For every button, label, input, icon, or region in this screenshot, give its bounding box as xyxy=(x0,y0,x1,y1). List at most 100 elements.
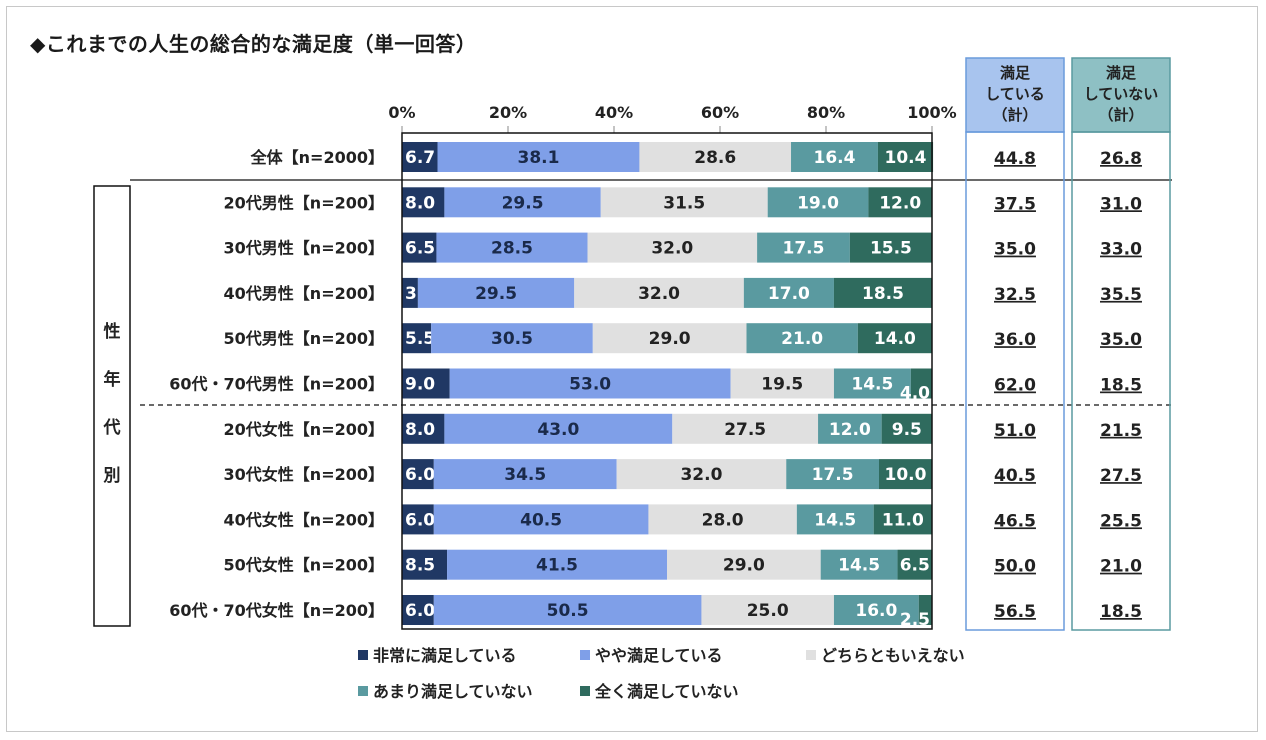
data-label: 6.7 xyxy=(405,148,435,168)
bar-segment xyxy=(786,459,879,490)
bar-segment xyxy=(796,504,874,535)
summary-value: 33.0 xyxy=(1100,240,1142,260)
data-label: 50.5 xyxy=(547,601,589,621)
bar-segment xyxy=(820,549,898,580)
data-label: 9.0 xyxy=(405,375,435,395)
bar-segment xyxy=(639,142,792,172)
bar-segment xyxy=(444,413,673,444)
x-tick-label: 100% xyxy=(907,103,956,122)
group-label-char: 代 xyxy=(103,417,121,438)
bar-segment xyxy=(877,142,934,172)
bar-segment xyxy=(592,323,747,354)
legend-item-label: 全く満足していない xyxy=(594,682,739,701)
data-label: 30.5 xyxy=(491,329,533,349)
legend-item-label: あまり満足していない xyxy=(373,682,533,701)
data-label: 14.0 xyxy=(874,329,916,349)
chart-title: ◆これまでの人生の総合的な満足度（単一回答） xyxy=(30,32,477,56)
legend-swatch xyxy=(358,650,368,660)
bar-segment xyxy=(444,187,601,218)
bar-segment xyxy=(402,368,450,399)
data-label: 40.5 xyxy=(520,510,562,530)
summary-header-label: していない xyxy=(1084,85,1159,103)
data-label: 8.0 xyxy=(405,193,435,213)
row-label: 30代女性【n=200】 xyxy=(224,465,384,484)
data-label: 19.5 xyxy=(761,375,803,395)
group-label-char: 性 xyxy=(104,321,121,342)
summary-column-box xyxy=(1071,131,1171,631)
summary-header-label: 満足 xyxy=(1106,64,1137,82)
data-label: 14.5 xyxy=(838,556,880,576)
bar-segment xyxy=(746,323,858,354)
group-label-char: 年 xyxy=(104,369,121,390)
legend-swatch xyxy=(580,650,590,660)
bar-segment xyxy=(857,323,932,354)
row-label: 50代女性【n=200】 xyxy=(224,556,384,575)
x-tick-label: 60% xyxy=(701,103,739,122)
bar-segment xyxy=(868,187,932,218)
data-label: 28.0 xyxy=(702,510,744,530)
x-tick-label: 80% xyxy=(807,103,845,122)
data-label: 32.0 xyxy=(651,239,693,259)
legend-item-label: 非常に満足している xyxy=(373,646,517,665)
data-label: 12.0 xyxy=(879,193,921,213)
summary-value: 25.5 xyxy=(1100,511,1142,531)
data-label: 14.5 xyxy=(814,510,856,530)
bar-segment xyxy=(402,413,445,444)
summary-value: 37.5 xyxy=(994,194,1036,214)
bar-segment xyxy=(918,595,932,625)
row-label: 60代・70代女性【n=200】 xyxy=(169,601,384,620)
bar-segment xyxy=(402,323,432,354)
row-label: 40代男性【n=200】 xyxy=(224,284,384,303)
summary-value: 46.5 xyxy=(994,511,1036,531)
data-label: 5.5 xyxy=(405,329,435,349)
summary-header xyxy=(965,57,1065,133)
summary-value: 50.0 xyxy=(994,557,1036,577)
summary-value: 18.5 xyxy=(1100,602,1142,622)
x-tick-label: 40% xyxy=(595,103,633,122)
data-label: 8.0 xyxy=(405,420,435,440)
legend-swatch xyxy=(358,686,368,696)
bar-segment xyxy=(402,459,434,490)
x-tick-label: 0% xyxy=(388,103,415,122)
data-label: 17.0 xyxy=(768,284,810,304)
summary-value: 51.0 xyxy=(994,421,1036,441)
bar-segment xyxy=(881,413,932,444)
bar-segment xyxy=(667,549,821,580)
bar-segment xyxy=(449,368,731,399)
bar-segment xyxy=(574,277,744,308)
bar-segment xyxy=(402,142,438,172)
bar-segment xyxy=(437,142,640,172)
x-tick-label: 20% xyxy=(489,103,527,122)
bar-segment xyxy=(616,459,787,490)
data-label: 6.0 xyxy=(405,465,435,485)
data-label: 27.5 xyxy=(724,420,766,440)
bar-segment xyxy=(436,232,588,263)
data-label: 6.0 xyxy=(405,510,435,530)
summary-column-box xyxy=(965,131,1065,631)
summary-value: 44.8 xyxy=(994,149,1036,169)
bar-segment xyxy=(600,187,768,218)
summary-value: 36.0 xyxy=(994,330,1036,350)
summary-header xyxy=(1071,57,1171,133)
row-label: 30代男性【n=200】 xyxy=(224,239,384,258)
summary-header-label: 満足 xyxy=(1000,64,1031,82)
data-label: 25.0 xyxy=(747,601,789,621)
summary-value: 26.8 xyxy=(1100,149,1142,169)
legend-item-label: どちらともいえない xyxy=(821,646,965,665)
summary-value: 31.0 xyxy=(1100,194,1142,214)
bar-segment xyxy=(402,549,448,580)
data-label: 14.5 xyxy=(851,375,893,395)
group-label-char: 別 xyxy=(103,466,121,486)
data-label: 12.0 xyxy=(829,420,871,440)
data-label: 15.5 xyxy=(870,239,912,259)
data-label: 34.5 xyxy=(504,465,546,485)
legend-swatch xyxy=(580,686,590,696)
summary-value: 35.5 xyxy=(1100,285,1142,305)
bar-segment xyxy=(648,504,797,535)
legend-swatch xyxy=(806,650,816,660)
bar-segment xyxy=(873,504,932,535)
legend-item-label: やや満足している xyxy=(595,646,723,665)
data-label: 29.5 xyxy=(502,193,544,213)
data-label: 41.5 xyxy=(536,556,578,576)
data-label: 11.0 xyxy=(882,510,924,530)
